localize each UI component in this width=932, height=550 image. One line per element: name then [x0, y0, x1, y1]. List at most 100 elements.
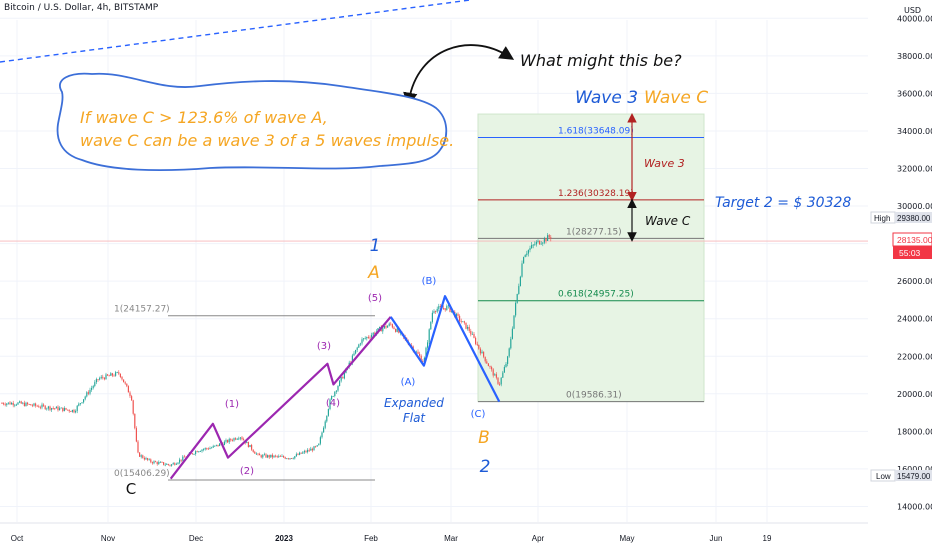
candle-body	[12, 402, 14, 406]
candle-body	[148, 459, 150, 461]
candle-body	[14, 404, 16, 406]
candle-body	[83, 399, 85, 403]
candle-body	[393, 327, 395, 330]
candle-body	[11, 402, 13, 405]
candle-body	[326, 415, 328, 422]
time-tick-label: Nov	[101, 534, 115, 543]
candle-body	[137, 441, 139, 453]
candle-body	[302, 452, 304, 454]
candle-body	[329, 399, 331, 410]
candle-body	[529, 248, 531, 251]
candle-body	[455, 313, 457, 318]
high-value: 29380.00	[897, 214, 931, 223]
candle-body	[339, 380, 341, 386]
candle-body	[147, 458, 149, 460]
wavec-title: Wave C	[644, 88, 708, 108]
low-tag-label: Low	[876, 472, 891, 481]
candle-body	[257, 453, 259, 455]
high-tag-label: High	[874, 214, 890, 223]
candle-body	[439, 306, 441, 307]
candle-body	[303, 451, 305, 453]
candle-body	[289, 458, 291, 459]
candle-body	[323, 427, 325, 433]
fib-zone	[477, 113, 705, 403]
candle-body	[110, 373, 112, 376]
candle-body	[276, 455, 278, 457]
candle-body	[385, 325, 387, 328]
curved-arrow[interactable]	[403, 44, 515, 108]
candle-body	[331, 396, 333, 400]
price-tick-label: 40000.00	[897, 14, 932, 23]
candle-body	[134, 413, 136, 429]
candle-body	[417, 351, 419, 354]
time-tick-label: Apr	[532, 534, 545, 543]
price-tick-label: 30000.00	[897, 202, 932, 211]
candle-body	[228, 438, 230, 443]
candle-body	[233, 438, 235, 441]
candle-body	[294, 456, 296, 459]
candle-body	[20, 401, 22, 404]
candle-body	[153, 461, 155, 464]
candle-body	[259, 453, 261, 456]
candle-body	[391, 324, 393, 328]
candle-body	[366, 337, 368, 339]
candle-body	[462, 321, 464, 323]
candle-body	[279, 455, 281, 457]
wave-label-4: (4)	[326, 398, 340, 409]
price-tick-label: 24000.00	[897, 315, 932, 324]
candle-body	[383, 325, 385, 329]
candle-body	[119, 373, 121, 377]
candle-body	[51, 408, 53, 410]
wave-label-5: (5)	[368, 293, 382, 304]
price-tick-label: 36000.00	[897, 89, 932, 98]
candle-body	[44, 405, 46, 410]
candle-body	[172, 463, 174, 465]
label-primary-C: C	[126, 480, 136, 498]
candle-body	[19, 401, 21, 403]
expanded-flat-line1: Expanded	[384, 396, 444, 410]
price-axis[interactable]	[868, 0, 932, 550]
candle-body	[249, 444, 251, 448]
candle-body	[444, 308, 446, 311]
fib-level-label: 0.618(24957.25)	[558, 290, 634, 300]
candle-body	[9, 402, 11, 405]
candle-body	[475, 337, 477, 344]
candle-body	[241, 437, 243, 440]
candle-body	[470, 330, 472, 335]
candle-body	[142, 455, 144, 458]
candle-body	[396, 328, 398, 332]
candle-body	[60, 407, 62, 409]
candle-body	[516, 293, 518, 303]
candle-body	[67, 409, 69, 411]
candle-body	[254, 451, 256, 454]
candle-body	[265, 454, 267, 458]
candle-body	[473, 333, 475, 338]
candle-body	[179, 459, 181, 463]
candle-body	[89, 389, 91, 394]
candle-body	[508, 348, 510, 357]
candle-body	[388, 323, 390, 326]
candle-body	[171, 464, 173, 466]
candle-body	[395, 329, 397, 332]
candle-body	[547, 235, 549, 241]
candle-body	[487, 363, 489, 367]
candle-body	[38, 406, 40, 408]
candle-body	[121, 376, 123, 380]
candle-body	[545, 238, 547, 241]
candle-body	[449, 305, 451, 312]
candle-body	[211, 447, 213, 449]
expanded-flat-line2: Flat	[403, 411, 427, 425]
candle-body	[129, 392, 131, 397]
candle-body	[30, 404, 32, 406]
candle-body	[361, 339, 363, 344]
wave-label-3: (3)	[317, 341, 331, 352]
candle-body	[275, 455, 277, 457]
candle-body	[81, 402, 83, 404]
candle-body	[260, 455, 262, 458]
candle-body	[126, 383, 128, 387]
callout-cloud[interactable]	[56, 72, 448, 172]
candle-body	[315, 446, 317, 448]
candle-body	[105, 374, 107, 380]
time-tick-label: Mar	[444, 534, 458, 543]
